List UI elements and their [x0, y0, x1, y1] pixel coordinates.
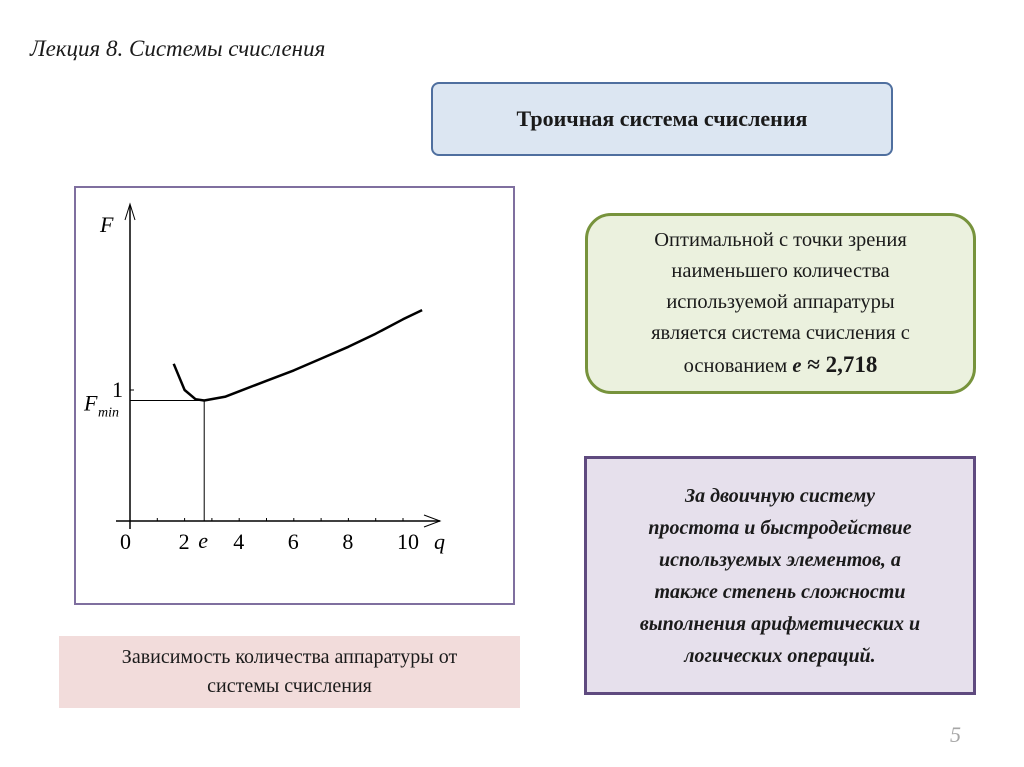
chart-caption: Зависимость количества аппаратуры от сис…	[59, 636, 520, 708]
text-line: используемой аппаратуры	[666, 291, 895, 313]
text-line: простота и быстродействие	[648, 516, 912, 539]
x-axis-arrow	[423, 514, 442, 528]
optimal-base-box: Оптимальной с точки зрения наименьшего к…	[585, 213, 976, 394]
x-tick-label: 2	[179, 529, 190, 554]
caption-line: системы счисления	[207, 675, 372, 697]
text-line: используемых элементов, а	[659, 548, 901, 571]
fmin-subscript: min	[98, 405, 119, 420]
x-axis-label: q	[434, 529, 445, 554]
x-tick-label: 0	[120, 529, 131, 554]
topic-box: Троичная система счисления	[431, 82, 893, 156]
slide-title: Лекция 8. Системы счисления	[30, 36, 326, 61]
fmin-label: F	[83, 390, 98, 415]
text-line: наименьшего количества	[671, 260, 890, 282]
series-line	[172, 308, 423, 402]
text-line: За двоичную систему	[684, 484, 876, 507]
e-tick-label: e	[198, 528, 208, 553]
x-tick-label: 6	[288, 529, 299, 554]
caption-line: Зависимость количества аппаратуры от	[121, 646, 458, 668]
text-line: логических операций.	[684, 644, 876, 667]
text-prefix: основанием	[683, 355, 793, 377]
e-value: ≈ 2,718	[801, 352, 878, 377]
y-tick-label: 1	[112, 377, 123, 402]
x-tick-label: 8	[342, 529, 353, 554]
text-line: выполнения арифметических и	[639, 612, 921, 635]
e-symbol: e	[792, 355, 802, 377]
y-axis-arrow	[124, 202, 136, 221]
text-line: является система счисления с	[651, 322, 910, 344]
binary-system-box: За двоичную систему простота и быстродей…	[584, 456, 976, 695]
text-line: также степень сложности	[654, 580, 906, 603]
text-line: Оптимальной с точки зрения	[654, 229, 907, 251]
x-tick-label: 4	[233, 529, 244, 554]
page-number: 5	[950, 722, 961, 747]
y-axis-label: F	[99, 212, 114, 237]
x-tick-label: 10	[397, 529, 419, 554]
text-line: основанием e ≈ 2,718	[684, 349, 878, 382]
